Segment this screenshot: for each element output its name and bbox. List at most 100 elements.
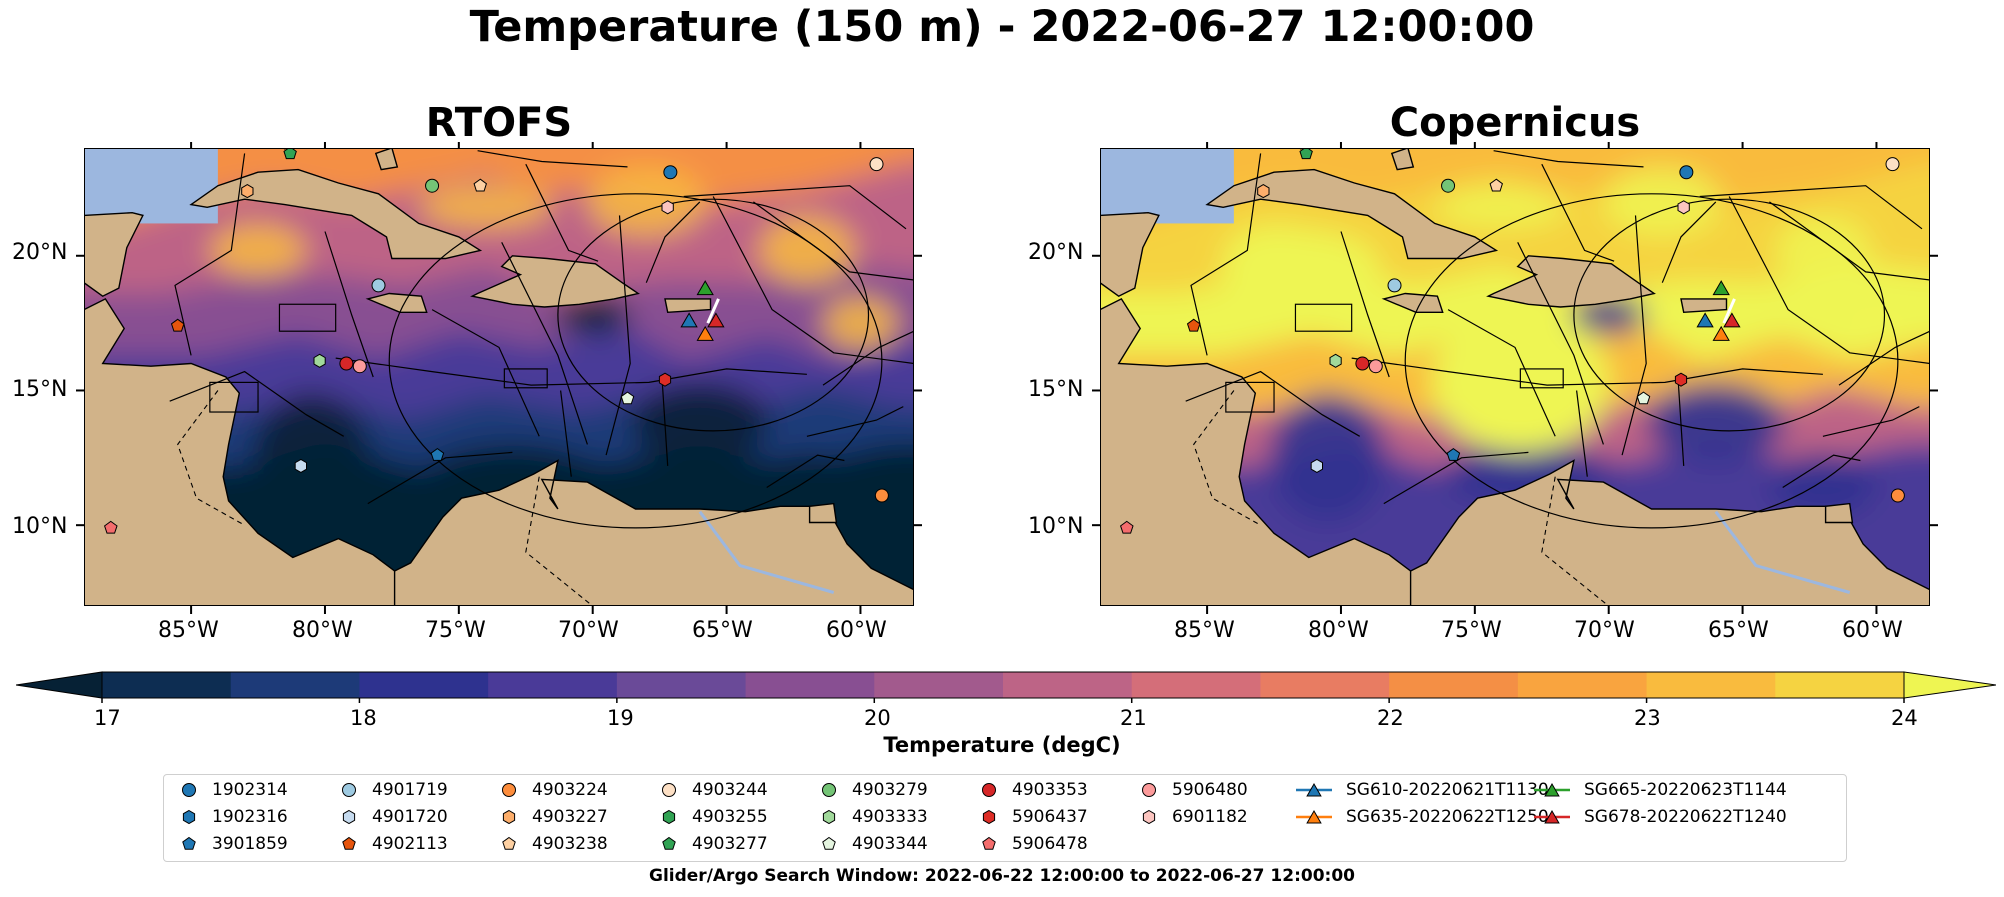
lat-tick-label: 15°N bbox=[1028, 377, 1084, 402]
pentagon-marker-icon bbox=[502, 836, 516, 850]
colorbar-under-extension bbox=[16, 671, 103, 699]
legend-label: 5906437 bbox=[1012, 807, 1088, 827]
hexagon-marker bbox=[982, 809, 996, 825]
triangle-marker bbox=[1306, 809, 1322, 824]
glider-positions bbox=[680, 280, 725, 341]
legend-argo-entry: 6901182 bbox=[1138, 806, 1248, 828]
legend-argo-entry: 4903238 bbox=[498, 833, 608, 855]
argo-float-marker bbox=[473, 178, 487, 192]
jamaica-land bbox=[365, 292, 428, 314]
lon-tick-label: 65°W bbox=[1708, 618, 1769, 643]
legend-argo-entry: 4903344 bbox=[818, 833, 928, 855]
circle-marker bbox=[502, 783, 516, 797]
argo-floats bbox=[104, 148, 889, 534]
temperature-colorbar bbox=[16, 671, 1996, 703]
legend-glider-entry: SG678-20220622T1240 bbox=[1532, 806, 1787, 828]
rtofs-map-canvas bbox=[84, 148, 914, 606]
legend-label: 4903227 bbox=[532, 807, 608, 827]
argo-float-marker bbox=[1885, 157, 1900, 172]
glider-positions bbox=[1696, 280, 1741, 341]
colorbar-level bbox=[1003, 672, 1133, 698]
legend-glider-entry: SG665-20220623T1144 bbox=[1532, 779, 1787, 801]
legend-glider-entry: SG635-20220622T1250 bbox=[1294, 806, 1549, 828]
rtofs-panel-title: RTOFS bbox=[425, 100, 573, 146]
hexagon-marker-icon bbox=[662, 809, 676, 825]
legend-argo-entry: 5906478 bbox=[978, 833, 1088, 855]
lat-tick-label: 10°N bbox=[1028, 514, 1084, 539]
jamaica-land bbox=[1381, 292, 1444, 314]
legend-argo-entry: 4903227 bbox=[498, 806, 608, 828]
legend-label: 4903333 bbox=[852, 807, 928, 827]
pentagon-marker bbox=[822, 836, 836, 850]
argo-float-marker bbox=[1441, 178, 1456, 193]
legend-argo-entry: 4903255 bbox=[658, 806, 768, 828]
legend-argo-entry: 4903353 bbox=[978, 779, 1088, 801]
legend-argo-entry: 4903244 bbox=[658, 779, 768, 801]
legend-label: 4901720 bbox=[372, 807, 448, 827]
legend-argo-entry: 4901720 bbox=[338, 806, 448, 828]
circle-marker-icon bbox=[182, 783, 196, 797]
trinidad-land bbox=[808, 502, 838, 524]
legend-argo-entry: 5906437 bbox=[978, 806, 1088, 828]
pentagon-marker-icon bbox=[982, 836, 996, 850]
legend-label: SG665-20220623T1144 bbox=[1584, 780, 1787, 800]
hexagon-marker-icon bbox=[182, 809, 196, 825]
circle-marker bbox=[342, 783, 356, 797]
copernicus-map-canvas bbox=[1100, 148, 1930, 606]
argo-float-marker bbox=[663, 165, 678, 180]
hexagon-marker-icon bbox=[982, 809, 996, 825]
circle-marker-icon bbox=[662, 783, 676, 797]
argo-float-marker bbox=[1329, 353, 1342, 368]
hexagon-marker-icon bbox=[822, 809, 836, 825]
argo-float-marker bbox=[1489, 178, 1503, 192]
argo-floats bbox=[1120, 148, 1905, 534]
argo-float-marker bbox=[1257, 184, 1270, 199]
legend-argo-entry: 4903333 bbox=[818, 806, 928, 828]
argo-float-marker bbox=[425, 178, 440, 193]
circle-marker-icon bbox=[822, 783, 836, 797]
colorbar-title: Temperature (degC) bbox=[883, 733, 1121, 757]
legend-glider-entry: SG610-20220621T1130 bbox=[1294, 779, 1549, 801]
colorbar-level bbox=[1775, 672, 1905, 698]
yucatan-land bbox=[84, 211, 144, 298]
lon-tick-label: 70°W bbox=[1574, 618, 1635, 643]
hexagon-marker-icon bbox=[1142, 809, 1156, 825]
colorbar-level bbox=[230, 672, 360, 698]
argo-float-marker bbox=[1679, 165, 1694, 180]
cuba-land bbox=[189, 168, 483, 260]
argo-float-marker bbox=[620, 391, 635, 405]
circle-marker bbox=[982, 783, 996, 797]
argo-float-marker bbox=[352, 359, 367, 374]
colorbar-tick-label: 22 bbox=[1377, 706, 1404, 730]
glider-marker bbox=[1723, 312, 1741, 328]
glider-marker bbox=[707, 312, 725, 328]
legend-label: 4902113 bbox=[372, 834, 448, 854]
hexagon-marker bbox=[822, 809, 836, 825]
legend-argo-entry: 1902314 bbox=[178, 779, 288, 801]
hexagon-marker bbox=[502, 809, 516, 825]
colorbar-level bbox=[1389, 672, 1519, 698]
argo-float-marker bbox=[1120, 520, 1134, 534]
circle-marker bbox=[662, 783, 676, 797]
colorbar-tick-label: 20 bbox=[864, 706, 891, 730]
pentagon-marker bbox=[182, 836, 196, 850]
colorbar-level bbox=[102, 672, 232, 698]
colorbar-level bbox=[616, 672, 747, 698]
argo-float-marker bbox=[869, 157, 884, 172]
yucatan-land bbox=[1100, 211, 1160, 298]
circle-marker bbox=[822, 783, 836, 797]
pentagon-marker-icon bbox=[182, 836, 196, 850]
colorbar-level bbox=[1517, 672, 1648, 698]
glider-legend-icon bbox=[1534, 782, 1570, 797]
legend-label: 6901182 bbox=[1172, 807, 1248, 827]
colorbar-level bbox=[1646, 672, 1776, 698]
cuba-land bbox=[1205, 168, 1499, 260]
colorbar-tick-label: 21 bbox=[1120, 706, 1147, 730]
lon-tick-label: 60°W bbox=[1842, 618, 1903, 643]
pentagon-marker-icon bbox=[662, 836, 676, 850]
argo-float-marker bbox=[1636, 391, 1651, 405]
argo-float-marker bbox=[1368, 359, 1383, 374]
argo-float-marker bbox=[1355, 356, 1370, 371]
pentagon-marker bbox=[982, 836, 996, 850]
lat-tick-label: 10°N bbox=[12, 514, 68, 539]
